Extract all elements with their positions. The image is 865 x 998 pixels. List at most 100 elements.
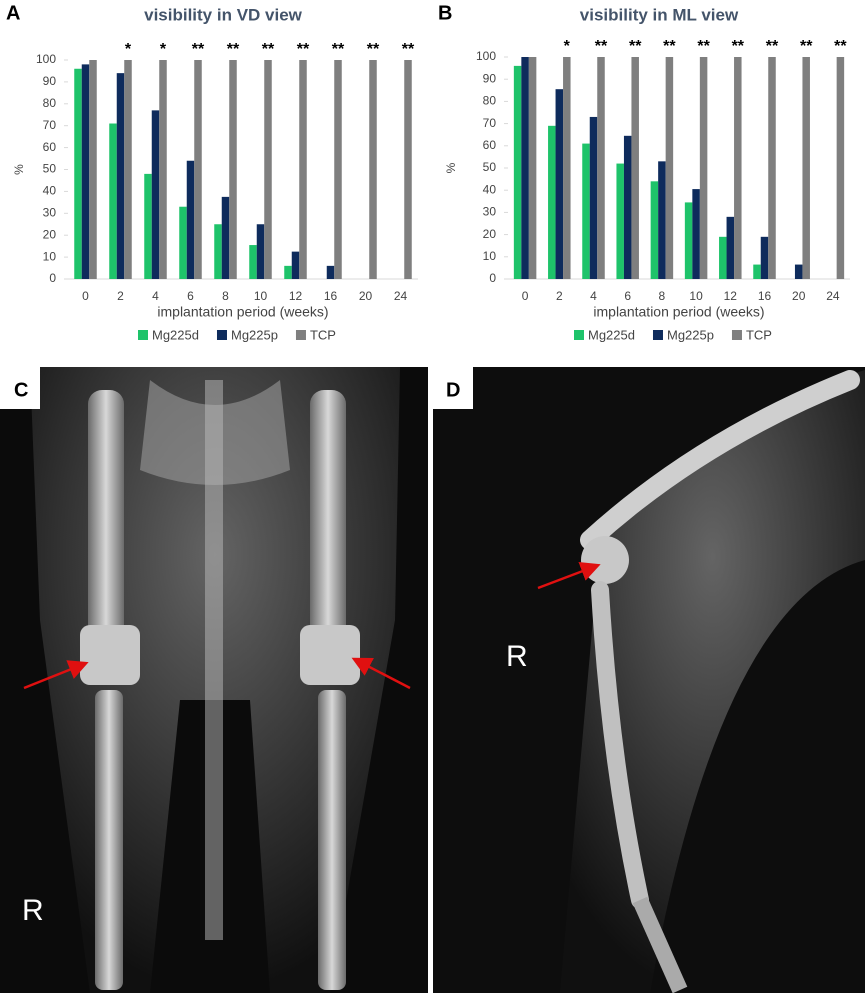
x-tick-label: 0 [522, 289, 529, 303]
panel-label: A [6, 2, 20, 24]
bar [326, 265, 335, 279]
bar [589, 116, 598, 279]
bar [229, 60, 237, 279]
legend-swatch [216, 330, 227, 340]
significance: ** [402, 41, 415, 58]
legend-label: Mg225d [152, 327, 199, 342]
x-tick-label: 4 [590, 289, 597, 303]
bar [582, 143, 590, 279]
y-tick-label: 50 [483, 160, 497, 174]
bar [658, 161, 666, 279]
bar [513, 65, 522, 279]
significance: ** [332, 41, 345, 58]
significance: * [564, 38, 571, 55]
x-tick-label: 2 [117, 289, 124, 303]
bar [665, 57, 674, 279]
bar [179, 206, 187, 279]
bar [699, 57, 708, 279]
significance: ** [732, 38, 745, 55]
y-tick-label: 100 [36, 52, 56, 66]
x-axis-label: implantation period (weeks) [593, 304, 764, 320]
y-tick-label: 60 [43, 140, 57, 154]
bar [684, 202, 693, 279]
bar [768, 57, 776, 279]
side-label: R [506, 640, 528, 673]
xray-d: D R [433, 367, 865, 994]
bar [284, 265, 292, 279]
x-tick-label: 24 [394, 289, 408, 303]
y-tick-label: 10 [483, 249, 497, 263]
xray-c: C R [0, 367, 428, 993]
x-tick-label: 16 [758, 289, 772, 303]
bar [89, 60, 97, 279]
legend-swatch [652, 330, 663, 340]
x-tick-label: 20 [792, 289, 806, 303]
legend-swatch [731, 330, 742, 340]
bar [631, 57, 639, 279]
bar [836, 57, 845, 279]
y-tick-label: 20 [483, 227, 497, 241]
panel-label: C [14, 379, 28, 401]
y-tick-label: 70 [483, 116, 497, 130]
y-axis-label: % [444, 162, 458, 173]
bar [521, 57, 529, 279]
bar [81, 64, 90, 279]
x-tick-label: 8 [659, 289, 666, 303]
bar [291, 251, 300, 279]
bar [597, 57, 605, 279]
x-tick-label: 20 [359, 289, 373, 303]
x-tick-label: 8 [222, 289, 229, 303]
x-tick-label: 6 [187, 289, 194, 303]
bar [221, 196, 230, 279]
legend-swatch [295, 330, 306, 340]
significance: ** [766, 38, 779, 55]
bar [74, 68, 82, 279]
bar [334, 60, 342, 279]
legend-label: Mg225d [588, 327, 635, 342]
bar [616, 163, 624, 279]
bar [264, 60, 272, 279]
significance: ** [663, 38, 676, 55]
bar [249, 245, 257, 279]
x-axis-label: implantation period (weeks) [157, 304, 328, 320]
legend-label: TCP [310, 327, 336, 342]
significance: ** [800, 38, 813, 55]
legend-label: TCP [746, 327, 772, 342]
x-tick-label: 4 [152, 289, 159, 303]
significance: ** [227, 41, 240, 58]
y-tick-label: 40 [483, 182, 497, 196]
bar [623, 135, 632, 279]
legend-label: Mg225p [667, 327, 714, 342]
significance: ** [697, 38, 710, 55]
y-tick-label: 0 [49, 271, 56, 285]
bar [726, 216, 735, 279]
chart-title: visibility in ML view [580, 5, 739, 24]
bar [186, 160, 195, 279]
legend-swatch [138, 330, 148, 340]
x-tick-label: 12 [289, 289, 303, 303]
bar [404, 60, 412, 279]
y-axis-label: % [12, 164, 26, 175]
bar [109, 123, 117, 279]
significance: ** [834, 38, 847, 55]
significance: ** [629, 38, 642, 55]
bar [116, 73, 125, 279]
x-tick-label: 24 [826, 289, 840, 303]
panel-label: B [438, 2, 452, 24]
significance: ** [595, 38, 608, 55]
x-tick-label: 2 [556, 289, 563, 303]
bar [299, 60, 307, 279]
side-label: R [22, 894, 44, 927]
y-tick-label: 90 [43, 74, 57, 88]
significance: ** [192, 41, 205, 58]
y-tick-label: 10 [43, 249, 57, 263]
bar [555, 89, 564, 279]
bar [760, 236, 769, 279]
x-tick-label: 12 [724, 289, 738, 303]
y-tick-label: 20 [43, 227, 57, 241]
y-tick-label: 30 [483, 205, 497, 219]
x-tick-label: 10 [689, 289, 703, 303]
